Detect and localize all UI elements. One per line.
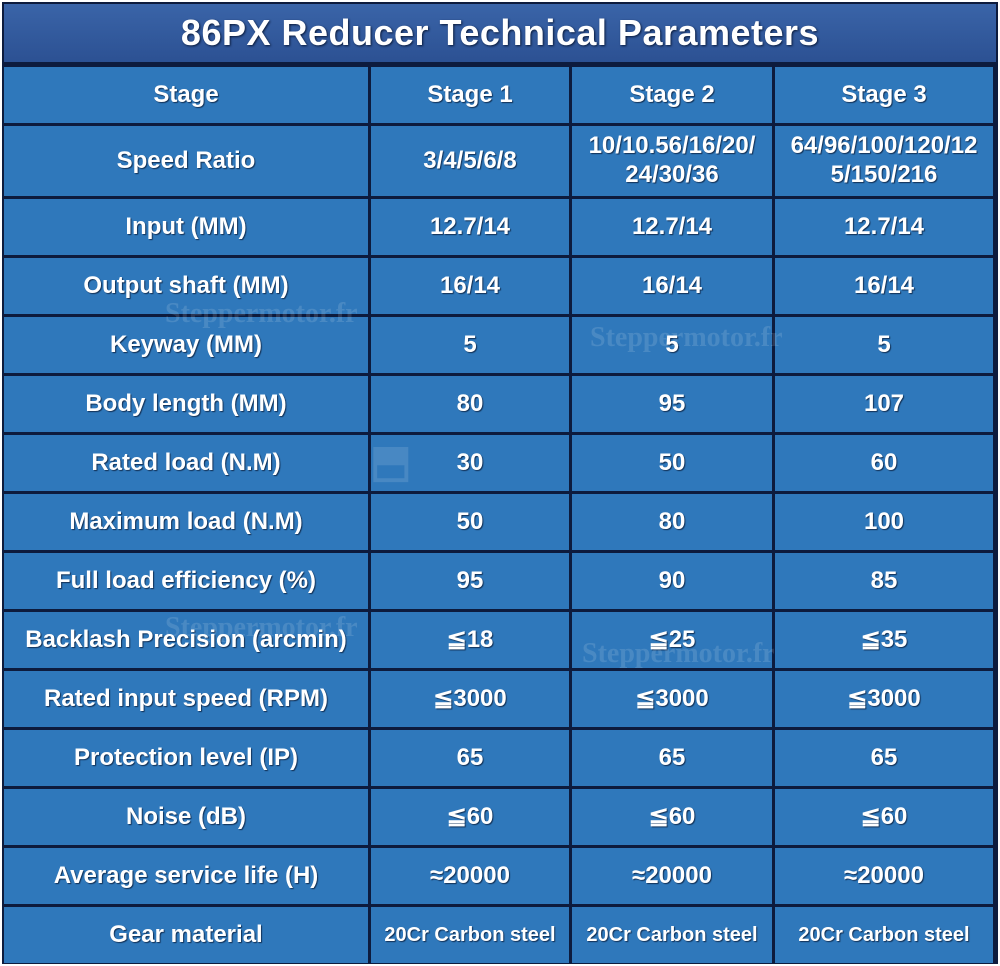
table-row: Backlash Precision (arcmin) ≦18 ≦25 ≦35 <box>4 612 993 668</box>
value-cell-stage-1: 12.7/14 <box>371 199 569 255</box>
value-cell-stage-2: ≈20000 <box>572 848 772 904</box>
header-cell-stage-3: Stage 3 <box>775 67 993 123</box>
row-label: Average service life (H) <box>4 848 368 904</box>
row-label: Backlash Precision (arcmin) <box>4 612 368 668</box>
value-cell-stage-1: ≈20000 <box>371 848 569 904</box>
value-cell-stage-2: 65 <box>572 730 772 786</box>
table-row: Body length (MM) 80 95 107 <box>4 376 993 432</box>
table-row: Rated input speed (RPM) ≦3000 ≦3000 ≦3000 <box>4 671 993 727</box>
value-cell-stage-3: 85 <box>775 553 993 609</box>
value-cell-stage-2: 10/10.56/16/20/ 24/30/36 <box>572 126 772 196</box>
value-cell-stage-3: ≦3000 <box>775 671 993 727</box>
table-row: Maximum load (N.M) 50 80 100 <box>4 494 993 550</box>
value-cell-stage-3: 60 <box>775 435 993 491</box>
value-cell-stage-3: ≈20000 <box>775 848 993 904</box>
value-cell-stage-3: ≦60 <box>775 789 993 845</box>
value-cell-stage-3: 16/14 <box>775 258 993 314</box>
value-cell-stage-2: 95 <box>572 376 772 432</box>
value-cell-stage-2: 16/14 <box>572 258 772 314</box>
table-row: Speed Ratio 3/4/5/6/8 10/10.56/16/20/ 24/3… <box>4 126 993 196</box>
row-label: Maximum load (N.M) <box>4 494 368 550</box>
table-row: Keyway (MM) 5 5 5 <box>4 317 993 373</box>
table-row: Full load efficiency (%) 95 90 85 <box>4 553 993 609</box>
value-cell-stage-1: 30 <box>371 435 569 491</box>
value-cell-stage-1: ≦60 <box>371 789 569 845</box>
row-label: Output shaft (MM) <box>4 258 368 314</box>
value-cell-stage-1: ≦18 <box>371 612 569 668</box>
value-cell-stage-3: 12.7/14 <box>775 199 993 255</box>
value-cell-stage-1: 5 <box>371 317 569 373</box>
row-label: Keyway (MM) <box>4 317 368 373</box>
value-cell-stage-2: 80 <box>572 494 772 550</box>
row-label: Full load efficiency (%) <box>4 553 368 609</box>
row-label: Protection level (IP) <box>4 730 368 786</box>
table-row: Input (MM) 12.7/14 12.7/14 12.7/14 <box>4 199 993 255</box>
value-cell-stage-2: 90 <box>572 553 772 609</box>
value-cell-stage-1: 50 <box>371 494 569 550</box>
value-cell-stage-1: 95 <box>371 553 569 609</box>
value-cell-stage-1: 65 <box>371 730 569 786</box>
row-label: Rated input speed (RPM) <box>4 671 368 727</box>
table-row: Noise (dB) ≦60 ≦60 ≦60 <box>4 789 993 845</box>
value-cell-stage-1: 80 <box>371 376 569 432</box>
row-label: Speed Ratio <box>4 126 368 196</box>
value-cell-stage-3: ≦35 <box>775 612 993 668</box>
table-row: Average service life (H) ≈20000 ≈20000 ≈200… <box>4 848 993 904</box>
value-cell-stage-1: 16/14 <box>371 258 569 314</box>
table-row: Protection level (IP) 65 65 65 <box>4 730 993 786</box>
value-cell-stage-2: ≦25 <box>572 612 772 668</box>
value-cell-stage-3: 100 <box>775 494 993 550</box>
value-cell-stage-3: 65 <box>775 730 993 786</box>
value-cell-stage-3: 64/96/100/120/12 5/150/216 <box>775 126 993 196</box>
row-label: Gear material <box>4 907 368 963</box>
value-cell-stage-1: ≦3000 <box>371 671 569 727</box>
value-cell-stage-1: 20Cr Carbon steel <box>371 907 569 963</box>
value-cell-stage-2: 12.7/14 <box>572 199 772 255</box>
header-cell-stage: Stage <box>4 67 368 123</box>
header-row: Stage Stage 1 Stage 2 Stage 3 <box>4 67 993 123</box>
table-title: 86PX Reducer Technical Parameters <box>4 4 996 62</box>
table-row: Gear material 20Cr Carbon steel 20Cr Carbo… <box>4 907 993 963</box>
table-row: Output shaft (MM) 16/14 16/14 16/14 <box>4 258 993 314</box>
value-cell-stage-3: 5 <box>775 317 993 373</box>
value-cell-stage-2: 5 <box>572 317 772 373</box>
value-cell-stage-2: ≦3000 <box>572 671 772 727</box>
header-cell-stage-2: Stage 2 <box>572 67 772 123</box>
value-cell-stage-2: 50 <box>572 435 772 491</box>
value-cell-stage-1: 3/4/5/6/8 <box>371 126 569 196</box>
parameters-table: Stage Stage 1 Stage 2 Stage 3 Speed Rati… <box>1 64 996 966</box>
value-cell-stage-2: ≦60 <box>572 789 772 845</box>
row-label: Input (MM) <box>4 199 368 255</box>
value-cell-stage-3: 107 <box>775 376 993 432</box>
table-row: Rated load (N.M) 30 50 60 <box>4 435 993 491</box>
header-cell-stage-1: Stage 1 <box>371 67 569 123</box>
row-label: Body length (MM) <box>4 376 368 432</box>
value-cell-stage-3: 20Cr Carbon steel <box>775 907 993 963</box>
row-label: Noise (dB) <box>4 789 368 845</box>
value-cell-stage-2: 20Cr Carbon steel <box>572 907 772 963</box>
row-label: Rated load (N.M) <box>4 435 368 491</box>
